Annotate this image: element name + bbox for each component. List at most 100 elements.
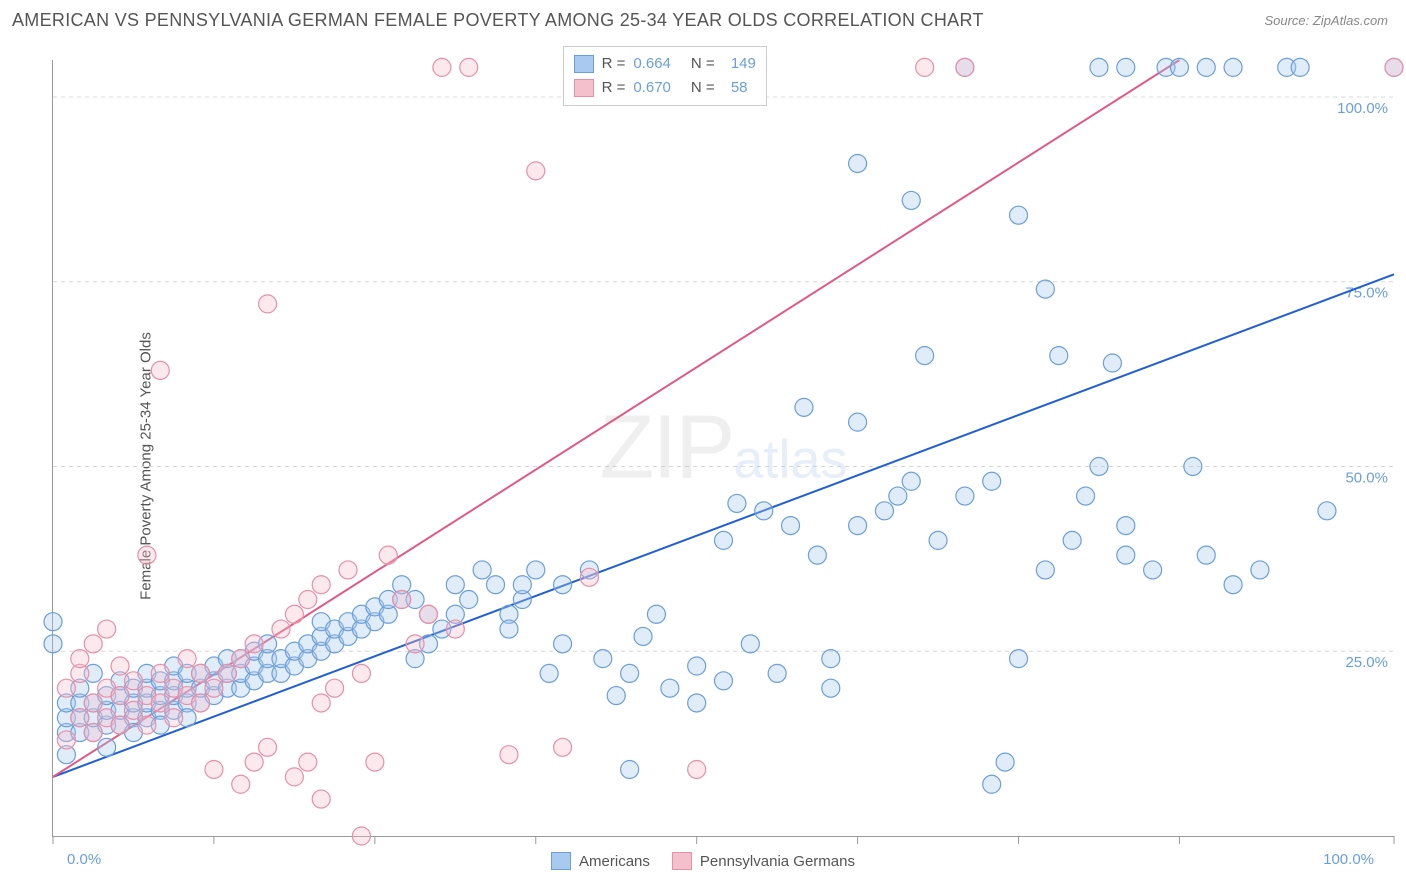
scatter-point xyxy=(178,650,196,668)
legend-item: Pennsylvania Germans xyxy=(672,852,855,870)
scatter-point xyxy=(299,591,317,609)
scatter-point xyxy=(580,568,598,586)
scatter-point xyxy=(124,701,142,719)
scatter-point xyxy=(983,472,1001,490)
scatter-point xyxy=(205,679,223,697)
scatter-point xyxy=(741,635,759,653)
scatter-point xyxy=(352,827,370,845)
scatter-point xyxy=(460,591,478,609)
scatter-point xyxy=(57,731,75,749)
scatter-point xyxy=(1036,280,1054,298)
scatter-point xyxy=(98,738,116,756)
scatter-point xyxy=(151,361,169,379)
scatter-point xyxy=(111,687,129,705)
scatter-point xyxy=(1318,502,1336,520)
scatter-point xyxy=(513,576,531,594)
scatter-point xyxy=(875,502,893,520)
source-label: Source: ZipAtlas.com xyxy=(1264,13,1388,28)
scatter-point xyxy=(1117,546,1135,564)
correlation-legend: R =0.664N = 149R =0.670N = 58 xyxy=(563,46,767,106)
legend-swatch xyxy=(574,55,594,73)
scatter-point xyxy=(808,546,826,564)
scatter-point xyxy=(1063,531,1081,549)
scatter-point xyxy=(111,657,129,675)
scatter-point xyxy=(98,620,116,638)
scatter-point xyxy=(661,679,679,697)
scatter-svg: 25.0%50.0%75.0%100.0%0.0%100.0% xyxy=(53,60,1394,836)
n-value: 58 xyxy=(727,76,748,100)
legend-item: Americans xyxy=(551,852,650,870)
scatter-point xyxy=(84,724,102,742)
scatter-point xyxy=(688,760,706,778)
scatter-point xyxy=(956,58,974,76)
scatter-point xyxy=(621,760,639,778)
scatter-point xyxy=(285,605,303,623)
scatter-point xyxy=(151,664,169,682)
scatter-point xyxy=(1170,58,1188,76)
scatter-point xyxy=(259,738,277,756)
scatter-point xyxy=(245,635,263,653)
scatter-point xyxy=(1224,576,1242,594)
scatter-point xyxy=(728,494,746,512)
chart-container: Female Poverty Among 25-34 Year Olds ZIP… xyxy=(0,40,1406,892)
scatter-point xyxy=(205,760,223,778)
y-tick-label: 50.0% xyxy=(1345,469,1388,486)
scatter-point xyxy=(956,487,974,505)
legend-label: Pennsylvania Germans xyxy=(700,853,855,870)
r-label: R = xyxy=(602,76,626,100)
scatter-point xyxy=(634,627,652,645)
n-label: N = xyxy=(691,76,715,100)
scatter-point xyxy=(916,347,934,365)
scatter-point xyxy=(782,517,800,535)
scatter-point xyxy=(393,591,411,609)
y-tick-label: 25.0% xyxy=(1345,654,1388,671)
scatter-point xyxy=(527,162,545,180)
scatter-point xyxy=(1197,546,1215,564)
scatter-point xyxy=(446,576,464,594)
scatter-point xyxy=(554,576,572,594)
scatter-point xyxy=(1010,650,1028,668)
scatter-point xyxy=(1385,58,1403,76)
scatter-point xyxy=(849,517,867,535)
r-label: R = xyxy=(602,52,626,76)
scatter-point xyxy=(822,679,840,697)
scatter-point xyxy=(1117,517,1135,535)
scatter-point xyxy=(929,531,947,549)
n-label: N = xyxy=(691,52,715,76)
legend-swatch xyxy=(551,852,571,870)
scatter-point xyxy=(57,679,75,697)
scatter-point xyxy=(500,746,518,764)
scatter-point xyxy=(433,58,451,76)
scatter-point xyxy=(165,709,183,727)
scatter-point xyxy=(715,531,733,549)
legend-row: R =0.664N = 149 xyxy=(574,52,756,76)
scatter-point xyxy=(84,635,102,653)
scatter-point xyxy=(1197,58,1215,76)
scatter-point xyxy=(460,58,478,76)
scatter-point xyxy=(1010,206,1028,224)
scatter-point xyxy=(111,716,129,734)
scatter-point xyxy=(983,775,1001,793)
n-value: 149 xyxy=(727,52,756,76)
scatter-point xyxy=(124,672,142,690)
scatter-point xyxy=(1144,561,1162,579)
scatter-point xyxy=(339,561,357,579)
scatter-point xyxy=(594,650,612,668)
scatter-point xyxy=(218,664,236,682)
scatter-point xyxy=(44,613,62,631)
scatter-point xyxy=(916,58,934,76)
scatter-point xyxy=(138,716,156,734)
y-tick-label: 100.0% xyxy=(1337,100,1388,117)
scatter-point xyxy=(1036,561,1054,579)
series-legend: Americans Pennsylvania Germans xyxy=(0,852,1406,870)
scatter-point xyxy=(285,768,303,786)
scatter-point xyxy=(1291,58,1309,76)
scatter-point xyxy=(44,635,62,653)
scatter-point xyxy=(406,635,424,653)
plot-area: ZIPatlas 25.0%50.0%75.0%100.0%0.0%100.0%… xyxy=(52,60,1394,837)
scatter-point xyxy=(232,650,250,668)
legend-swatch xyxy=(574,79,594,97)
scatter-point xyxy=(1050,347,1068,365)
scatter-point xyxy=(755,502,773,520)
scatter-point xyxy=(607,687,625,705)
